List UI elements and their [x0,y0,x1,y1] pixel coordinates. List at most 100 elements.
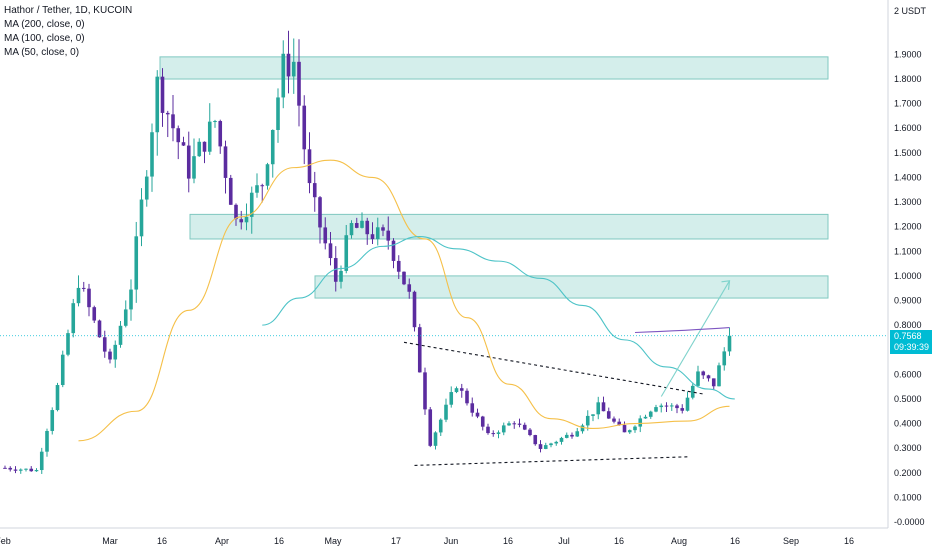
candle-body [365,220,370,235]
x-tick-label: 16 [844,536,854,546]
last-price-value: 0.7568 [894,330,922,341]
candle-body [585,415,590,426]
candle-body [538,444,543,449]
candle-body [654,407,658,412]
candle-body [564,434,569,438]
candle-body [13,469,18,471]
y-tick-label: 0.6000 [894,369,922,379]
candle-body [543,445,548,449]
candle-body [465,390,469,404]
candle-body [97,320,102,338]
candle-body [160,76,165,113]
chart-legend: Hathor / Tether, 1D, KUCOIN MA (200, clo… [4,4,132,60]
candle-body [76,287,81,304]
candle-body [18,469,23,471]
x-tick-label: Aug [671,536,687,546]
candle-body [328,243,333,259]
x-tick-label: Jul [558,536,570,546]
symbol-title: Hathor / Tether, 1D, KUCOIN [4,5,133,16]
candle-body [528,429,532,436]
candle-body [29,468,34,472]
candle-body [685,397,690,411]
candle-body [92,307,97,321]
candle-body [627,430,632,433]
x-tick-label: Feb [0,536,11,546]
candle-body [118,325,123,345]
resistance-zone-1 [159,56,829,80]
candle-body [438,419,443,433]
candle-body [402,271,406,285]
x-tick-label: 16 [274,536,284,546]
candle-body [286,53,291,77]
candle-body [3,467,7,469]
candle-body [554,441,559,444]
candle-body [722,351,727,366]
candle-body [664,405,669,407]
candle-body [486,426,490,434]
candle-body [360,220,364,228]
candle-body [354,223,359,228]
candle-body [570,434,574,437]
candle-body [491,433,496,435]
candle-body [323,227,328,244]
currency-unit: USDT [901,6,927,16]
candle-body [45,430,49,452]
candle-body [223,146,228,178]
projection-arrow-line [660,280,730,397]
candle-body [407,284,412,292]
y-tick-label: 1.2000 [894,222,922,232]
candle-body [39,451,44,471]
candle-body [260,185,265,187]
candle-body [517,423,522,425]
candle-body [449,392,454,405]
candle-body [228,177,233,205]
x-tick-label: 16 [730,536,740,546]
candle-body [696,371,700,386]
candle-body [475,412,480,417]
candle-body [297,61,301,106]
candle-body [391,240,396,261]
y-tick-label: 1.8000 [894,74,922,84]
candle-body [144,176,149,200]
candle-body [192,156,196,179]
y-tick-label: 0.9000 [894,296,922,306]
upper-trendline [403,341,704,395]
candle-body [433,432,438,446]
candle-body [507,423,511,426]
y-tick-label: 0.2000 [894,468,922,478]
candle-body [344,235,349,271]
y-tick-label: 1.5000 [894,148,922,158]
bar-countdown: 09:39:39 [894,341,930,352]
candle-body [255,185,259,193]
ma-100-line [262,235,735,400]
candle-body [659,405,664,408]
y-tick-label: 1.4000 [894,172,922,182]
candle-body [281,53,286,98]
candle-body [165,112,170,115]
projection-arrow-head [721,280,731,290]
x-tick-label: Apr [215,536,229,546]
candle-body [34,470,39,472]
lower-trendline [414,456,688,466]
candle-body [370,234,375,240]
candle-body [234,204,238,220]
candle-body [690,385,695,398]
candle-body [129,289,133,310]
candle-body [638,418,643,427]
y-tick-label: 0.5000 [894,394,922,404]
candle-body [648,411,653,417]
candle-body [302,105,307,150]
candle-body [213,121,217,123]
candle-body [349,223,354,236]
currency-label: 2 USDT [894,6,926,16]
candle-body [276,97,280,131]
y-tick-label: 1.1000 [894,246,922,256]
resistance-zone-2 [189,213,829,240]
candle-body [134,236,139,290]
y-tick-label: -0.0000 [894,517,925,527]
ma-50-line [78,159,730,442]
candle-body [601,402,606,412]
candle-body [339,270,343,282]
